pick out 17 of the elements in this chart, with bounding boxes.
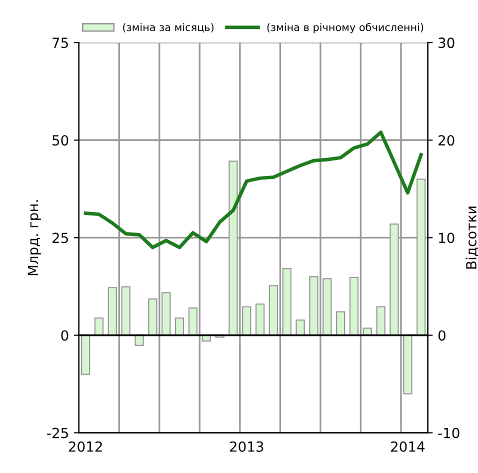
x-tick-label: 2014 [391, 441, 425, 452]
y-tick-label: 50 [52, 135, 68, 146]
y-tick-label: 75 [52, 38, 68, 48]
y-tick-label: 0 [61, 330, 68, 341]
y-tick-label: -25 [47, 428, 68, 438]
y2-tick-label: 30 [438, 38, 454, 48]
legend-label: (зміна за місяць) [123, 23, 214, 32]
x-tick-label: 2012 [68, 441, 102, 452]
legend-label: (зміна в річному обчисленні) [267, 22, 424, 34]
y2-tick-label: 20 [438, 135, 454, 146]
x-tick-label: 2013 [230, 441, 264, 452]
y-axis-title: Млрд. грн. [28, 200, 41, 276]
y2-tick-label: -10 [438, 428, 460, 438]
y2-axis-title: Відсотки [466, 206, 478, 269]
y2-tick-label: 0 [438, 330, 446, 341]
y-tick-label: 25 [52, 232, 68, 244]
y2-tick-label: 10 [439, 232, 454, 244]
